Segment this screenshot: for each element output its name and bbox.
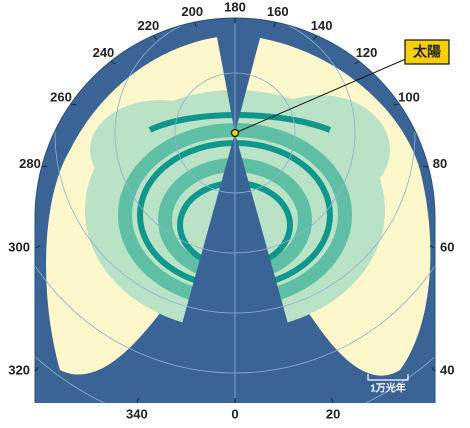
longitude-label: 300 <box>8 239 30 254</box>
scale-label: 1万光年 <box>370 382 406 395</box>
longitude-tick <box>35 245 41 249</box>
longitude-label: 280 <box>19 156 41 171</box>
longitude-tick <box>429 245 435 249</box>
longitude-label: 100 <box>398 89 420 104</box>
longitude-label: 20 <box>326 406 340 421</box>
longitude-label: 220 <box>138 18 160 33</box>
scale-bar <box>367 374 409 381</box>
longitude-label: 120 <box>356 45 378 60</box>
longitude-label: 180 <box>224 0 246 14</box>
longitude-label: 340 <box>126 406 148 421</box>
longitude-label: 0 <box>231 406 238 421</box>
longitude-tick <box>431 367 436 372</box>
sun-marker <box>230 128 240 138</box>
longitude-tick <box>273 21 276 27</box>
longitude-tick <box>136 397 140 403</box>
longitude-label: 60 <box>440 239 454 254</box>
longitude-tick <box>110 61 116 65</box>
longitude-label: 40 <box>440 363 454 378</box>
longitude-tick <box>34 367 39 372</box>
longitude-tick <box>354 61 360 65</box>
longitude-label: 260 <box>50 89 72 104</box>
longitude-label: 80 <box>433 156 447 171</box>
longitude-tick <box>330 397 334 403</box>
longitude-tick <box>152 35 157 40</box>
longitude-tick <box>313 35 318 40</box>
longitude-tick <box>71 103 77 106</box>
sun-leader <box>234 57 409 134</box>
longitude-label: 160 <box>267 4 289 19</box>
longitude-tick <box>393 103 399 106</box>
longitude-label: 320 <box>8 363 30 378</box>
longitude-label: 200 <box>181 4 203 19</box>
sun-label: 太陽 <box>413 44 441 60</box>
longitude-tick <box>41 165 47 168</box>
longitude-tick <box>423 165 429 168</box>
longitude-label: 140 <box>311 18 333 33</box>
sun-label-box <box>404 39 450 65</box>
longitude-tick <box>194 21 197 27</box>
longitude-label: 240 <box>93 45 115 60</box>
